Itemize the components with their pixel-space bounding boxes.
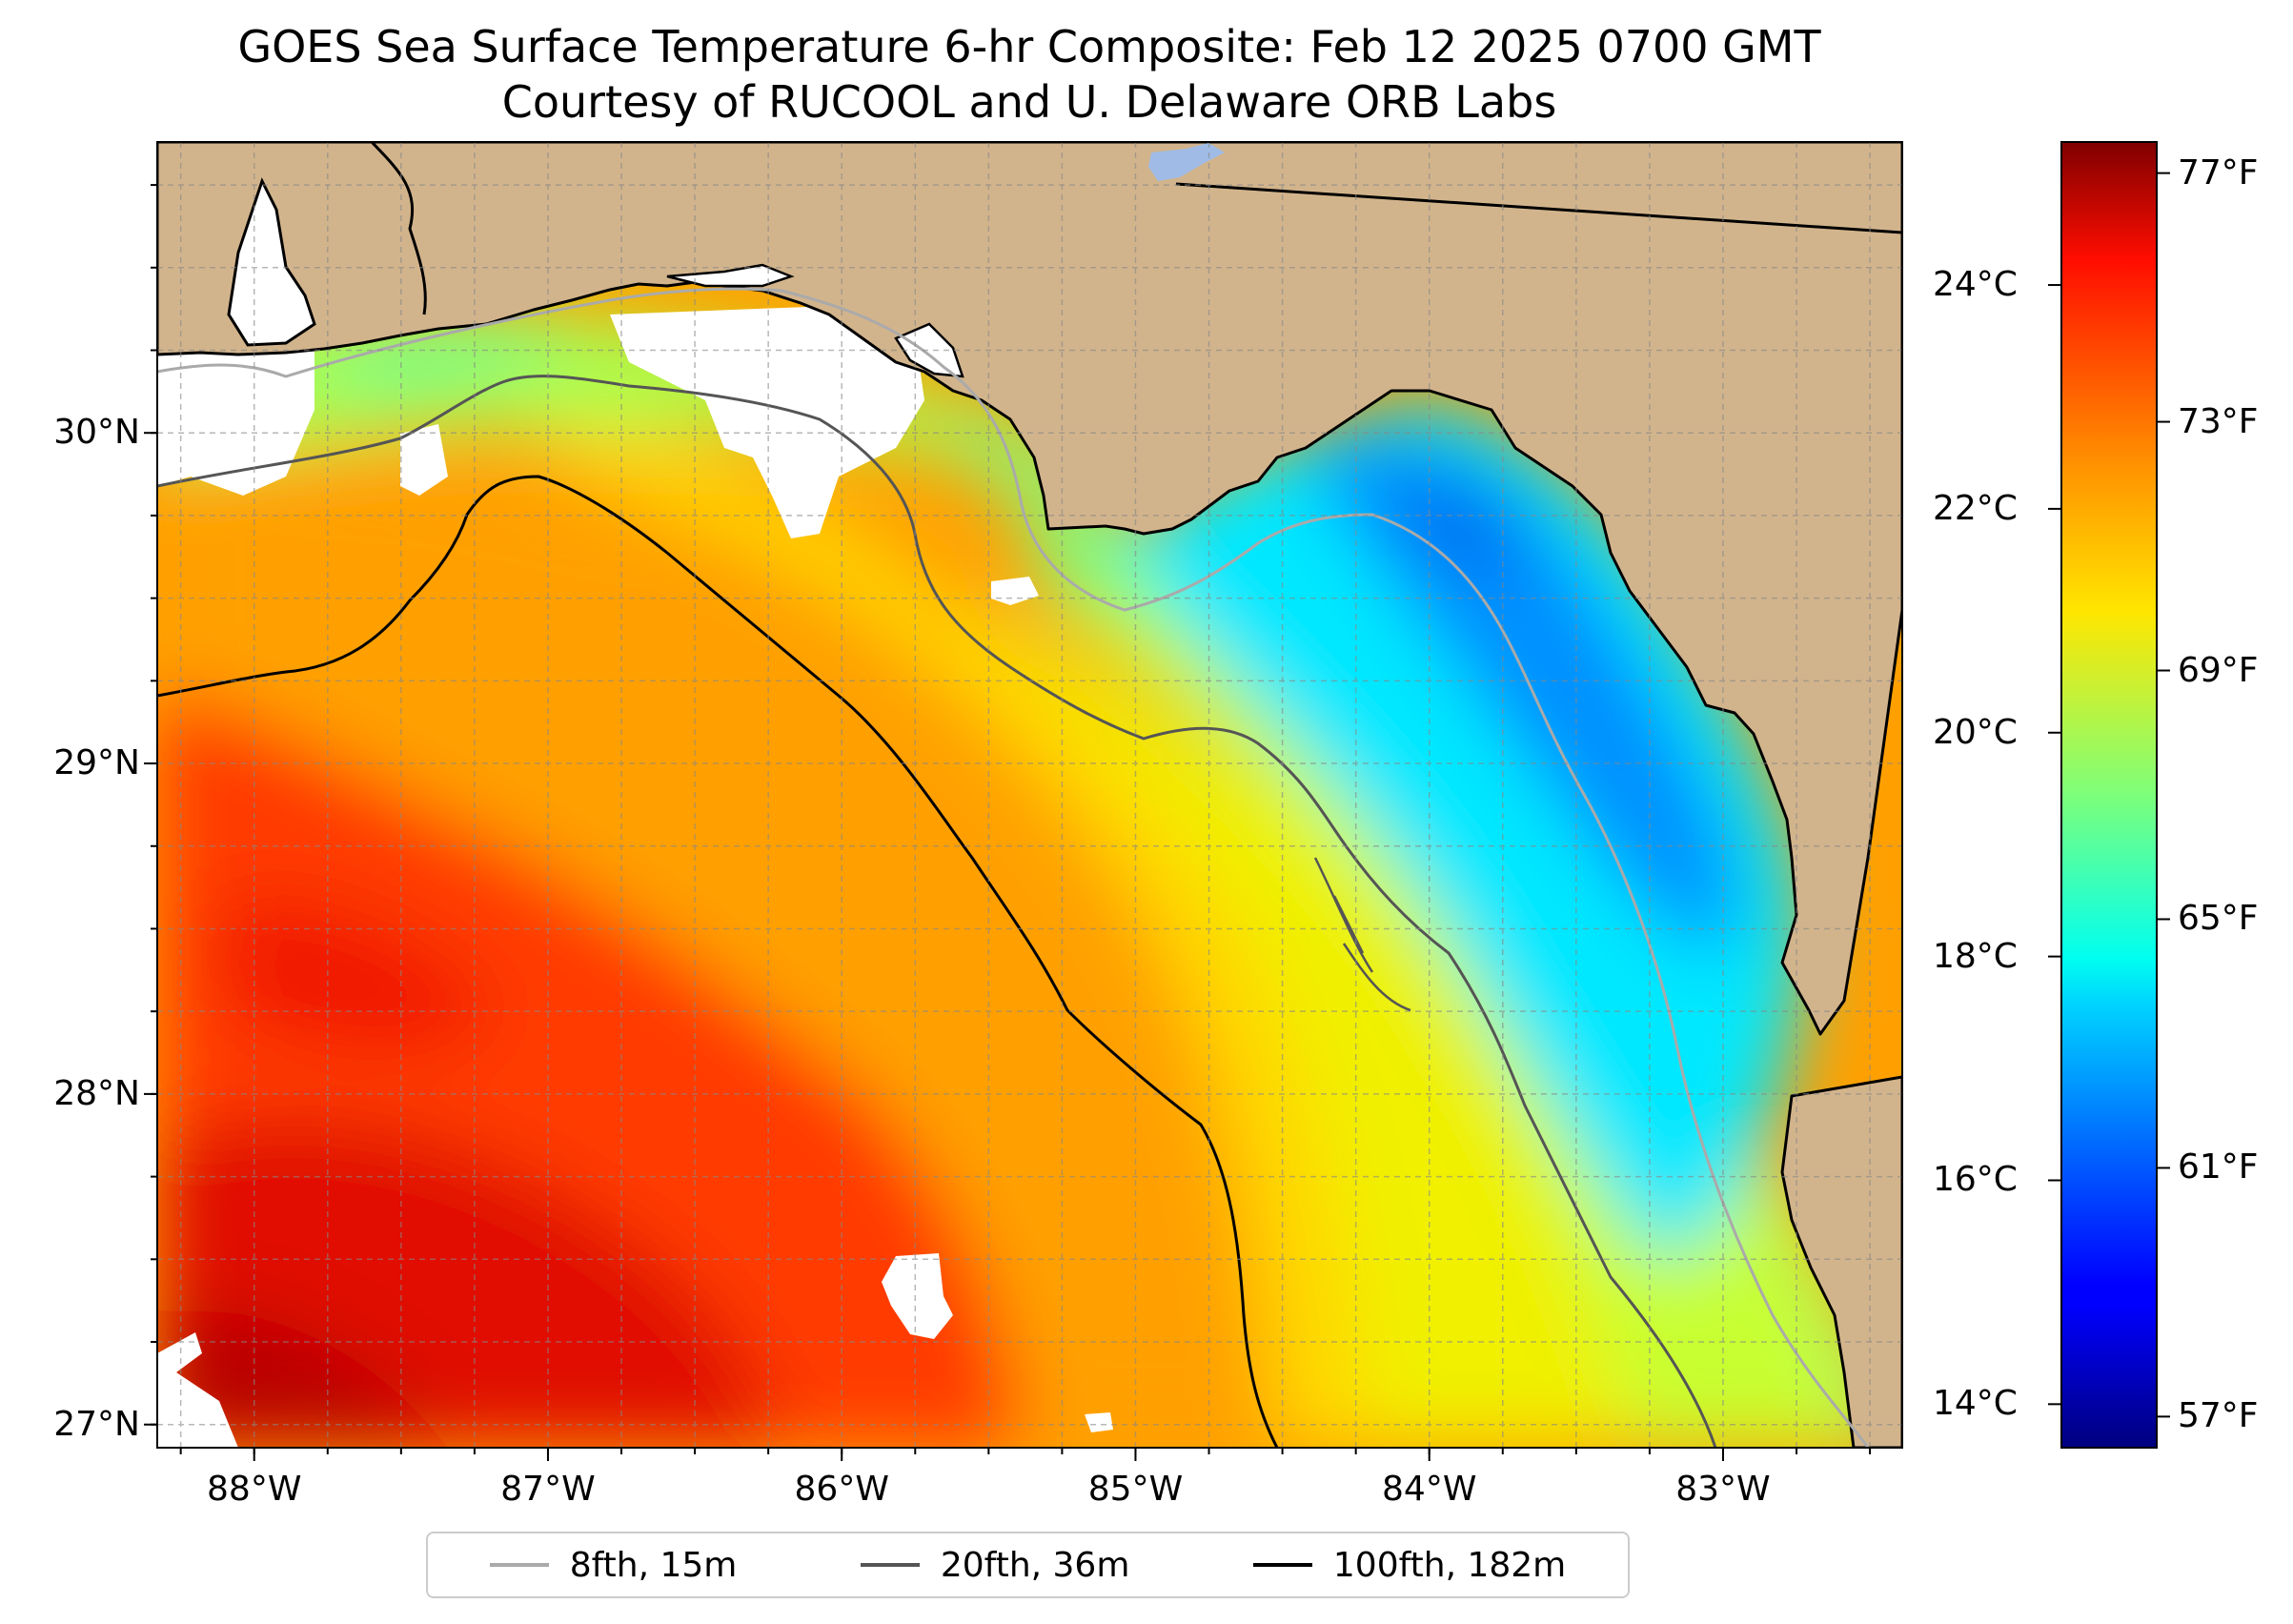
lake-seminole (1148, 143, 1225, 181)
legend-label: 100fth, 182m (1332, 1545, 1567, 1585)
colorbar-ticks (2048, 172, 2170, 1418)
chart-title: GOES Sea Surface Temperature 6-hr Compos… (156, 19, 1902, 130)
isobath-100fth (157, 475, 1279, 1448)
celsius-tick-label: 16°C (1933, 1160, 2018, 1200)
fahrenheit-tick-label: 57°F (2178, 1396, 2259, 1436)
legend-item: 20fth, 36m (860, 1545, 1130, 1585)
pensacola-bay (666, 263, 795, 288)
lon-tick-label: 86°W (794, 1470, 889, 1509)
legend-swatch (860, 1563, 920, 1567)
map-ticks (144, 184, 1872, 1461)
celsius-tick-label: 24°C (1933, 265, 2018, 305)
gridlines (157, 142, 1902, 1448)
celsius-tick-label: 18°C (1933, 936, 2018, 976)
isobath-legend: 8fth, 15m 20fth, 36m 100fth, 182m (426, 1532, 1630, 1598)
fahrenheit-tick-label: 69°F (2178, 650, 2259, 690)
lon-tick-label: 84°W (1382, 1470, 1477, 1509)
land (157, 142, 1902, 1448)
st-andrews-bay (894, 322, 964, 378)
celsius-tick-label: 22°C (1933, 488, 2018, 528)
legend-item: 8fth, 15m (489, 1545, 738, 1585)
isobath-8fth (157, 287, 1870, 1448)
map-frame (156, 141, 1903, 1449)
map-plot-area (157, 142, 1902, 1448)
fahrenheit-tick-label: 77°F (2178, 152, 2259, 193)
lat-tick-label: 29°N (53, 743, 140, 783)
celsius-tick-label: 14°C (1933, 1384, 2018, 1424)
sst-field (157, 310, 1902, 1448)
lat-tick-label: 28°N (53, 1073, 140, 1113)
colorbar (2060, 141, 2158, 1449)
lon-tick-label: 85°W (1087, 1470, 1184, 1509)
celsius-tick-label: 20°C (1933, 712, 2018, 752)
fahrenheit-tick-label: 65°F (2178, 899, 2259, 939)
legend-label: 20fth, 36m (940, 1545, 1130, 1585)
lon-tick-label: 88°W (207, 1470, 302, 1509)
lat-tick-label: 30°N (53, 413, 140, 453)
al-fl-border (370, 142, 427, 315)
fahrenheit-tick-label: 73°F (2178, 401, 2259, 441)
legend-item: 100fth, 182m (1252, 1545, 1567, 1585)
mobile-bay (227, 177, 316, 347)
lon-tick-label: 83°W (1675, 1470, 1771, 1509)
isobaths (157, 287, 1870, 1448)
no-data-patches (157, 305, 1113, 1448)
isobath-20fth (157, 375, 1717, 1448)
legend-swatch (1252, 1563, 1312, 1567)
title-line-1: GOES Sea Surface Temperature 6-hr Compos… (237, 21, 1821, 72)
state-border (1175, 182, 1902, 234)
lat-tick-label: 27°N (53, 1404, 140, 1444)
lon-tick-label: 87°W (500, 1470, 596, 1509)
fahrenheit-tick-label: 61°F (2178, 1147, 2259, 1188)
big-bend-detail (1313, 857, 1411, 1012)
legend-swatch (489, 1563, 549, 1567)
legend-label: 8fth, 15m (569, 1545, 738, 1585)
title-line-2: Courtesy of RUCOOL and U. Delaware ORB L… (501, 76, 1557, 128)
